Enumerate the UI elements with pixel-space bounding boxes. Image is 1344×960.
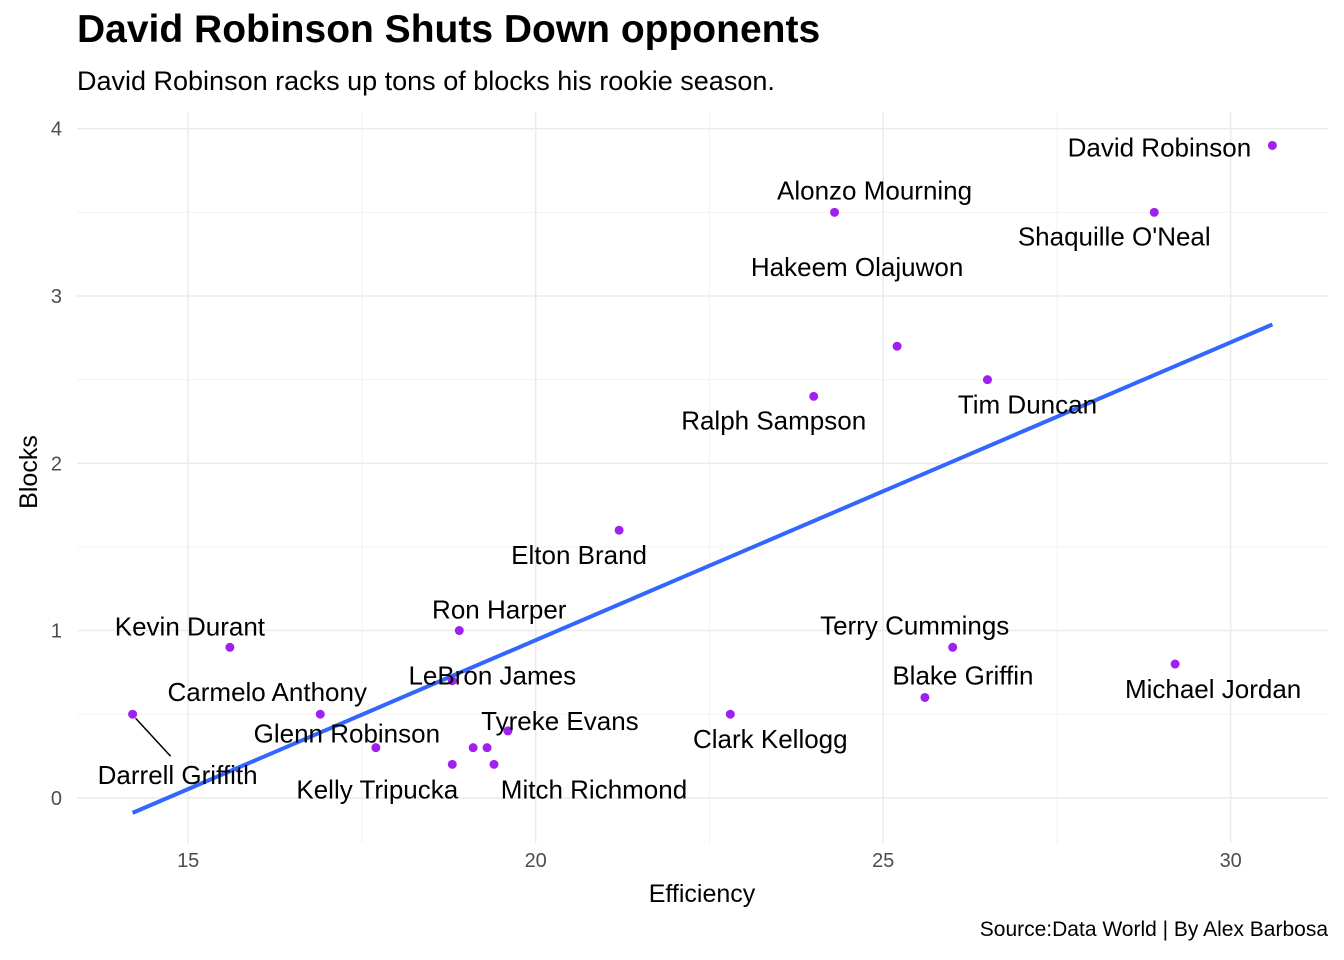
scatter-point <box>447 759 457 769</box>
minor-gridlines <box>77 112 1328 843</box>
x-tick-label: 20 <box>525 850 547 872</box>
x-axis-title: Efficiency <box>649 880 756 908</box>
x-tick-label: 25 <box>872 850 894 872</box>
point-label: Shaquille O'Neal <box>1018 221 1211 251</box>
point-label: Carmelo Anthony <box>168 677 367 707</box>
data-points <box>128 140 1277 769</box>
point-label: Elton Brand <box>511 540 647 570</box>
point-label: Alonzo Mourning <box>777 175 972 205</box>
scatter-point <box>315 709 325 719</box>
scatter-point <box>447 676 457 686</box>
point-label: Kevin Durant <box>115 611 266 641</box>
label-leaders <box>135 717 172 757</box>
point-label: Blake Griffin <box>892 660 1033 690</box>
scatter-point <box>1267 140 1277 150</box>
point-label: Kelly Tripucka <box>296 774 458 804</box>
scatter-point <box>1170 659 1180 669</box>
trend-line <box>131 322 1274 815</box>
scatter-point <box>371 743 381 753</box>
scatter-point <box>128 709 138 719</box>
trend-layer <box>131 322 1274 815</box>
y-axis-title: Blocks <box>15 435 43 509</box>
x-tick-label: 30 <box>1220 850 1242 872</box>
scatter-point <box>830 207 840 217</box>
point-label: Terry Cummings <box>820 610 1009 640</box>
point-label: Mitch Richmond <box>501 774 687 804</box>
point-label: David Robinson <box>1068 132 1252 162</box>
major-gridlines <box>77 112 1328 843</box>
y-tick-label: 2 <box>51 453 62 475</box>
point-label: Ralph Sampson <box>681 405 866 435</box>
scatter-point <box>725 709 735 719</box>
label-leader-line <box>135 717 172 757</box>
source-caption: Source:Data World | By Alex Barbosa <box>979 918 1328 941</box>
scatter-point <box>482 743 492 753</box>
scatter-point <box>468 743 478 753</box>
y-tick-labels: 0 1 2 3 4 <box>51 119 62 810</box>
point-label: Tyreke Evans <box>481 706 639 736</box>
scatter-point <box>225 642 235 652</box>
point-label: Darrell Griffith <box>98 760 258 790</box>
point-label: Ron Harper <box>432 595 567 625</box>
scatter-point <box>948 642 958 652</box>
point-label: Michael Jordan <box>1125 674 1301 704</box>
y-tick-label: 3 <box>51 286 62 308</box>
y-tick-label: 0 <box>51 788 62 810</box>
y-tick-label: 1 <box>51 621 62 643</box>
chart-title: David Robinson Shuts Down opponents <box>77 8 821 51</box>
y-tick-label: 4 <box>51 119 62 141</box>
point-label: LeBron James <box>408 661 576 691</box>
point-labels: David Robinson Alonzo Mourning Shaquille O… <box>98 132 1302 804</box>
point-label: Glenn Robinson <box>254 719 440 749</box>
scatter-point <box>809 391 819 401</box>
scatter-point <box>892 341 902 351</box>
scatter-point <box>1149 207 1159 217</box>
scatter-point <box>503 726 513 736</box>
x-tick-labels: 15 20 25 30 <box>177 850 1242 872</box>
point-label: Clark Kellogg <box>693 724 848 754</box>
point-label: Tim Duncan <box>958 390 1097 420</box>
scatter-point <box>489 759 499 769</box>
scatter-point <box>614 525 624 535</box>
x-tick-label: 15 <box>177 850 199 872</box>
point-label: Hakeem Olajuwon <box>751 252 963 282</box>
scatter-point <box>454 626 464 636</box>
chart-subtitle: David Robinson racks up tons of blocks h… <box>77 66 775 96</box>
scatter-point <box>920 692 930 702</box>
scatter-point <box>982 375 992 385</box>
